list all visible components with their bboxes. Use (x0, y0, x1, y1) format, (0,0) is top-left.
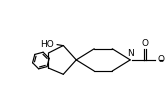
Text: N: N (127, 49, 134, 58)
Text: O: O (157, 55, 164, 64)
Text: O: O (142, 39, 149, 48)
Text: HO: HO (40, 40, 54, 49)
